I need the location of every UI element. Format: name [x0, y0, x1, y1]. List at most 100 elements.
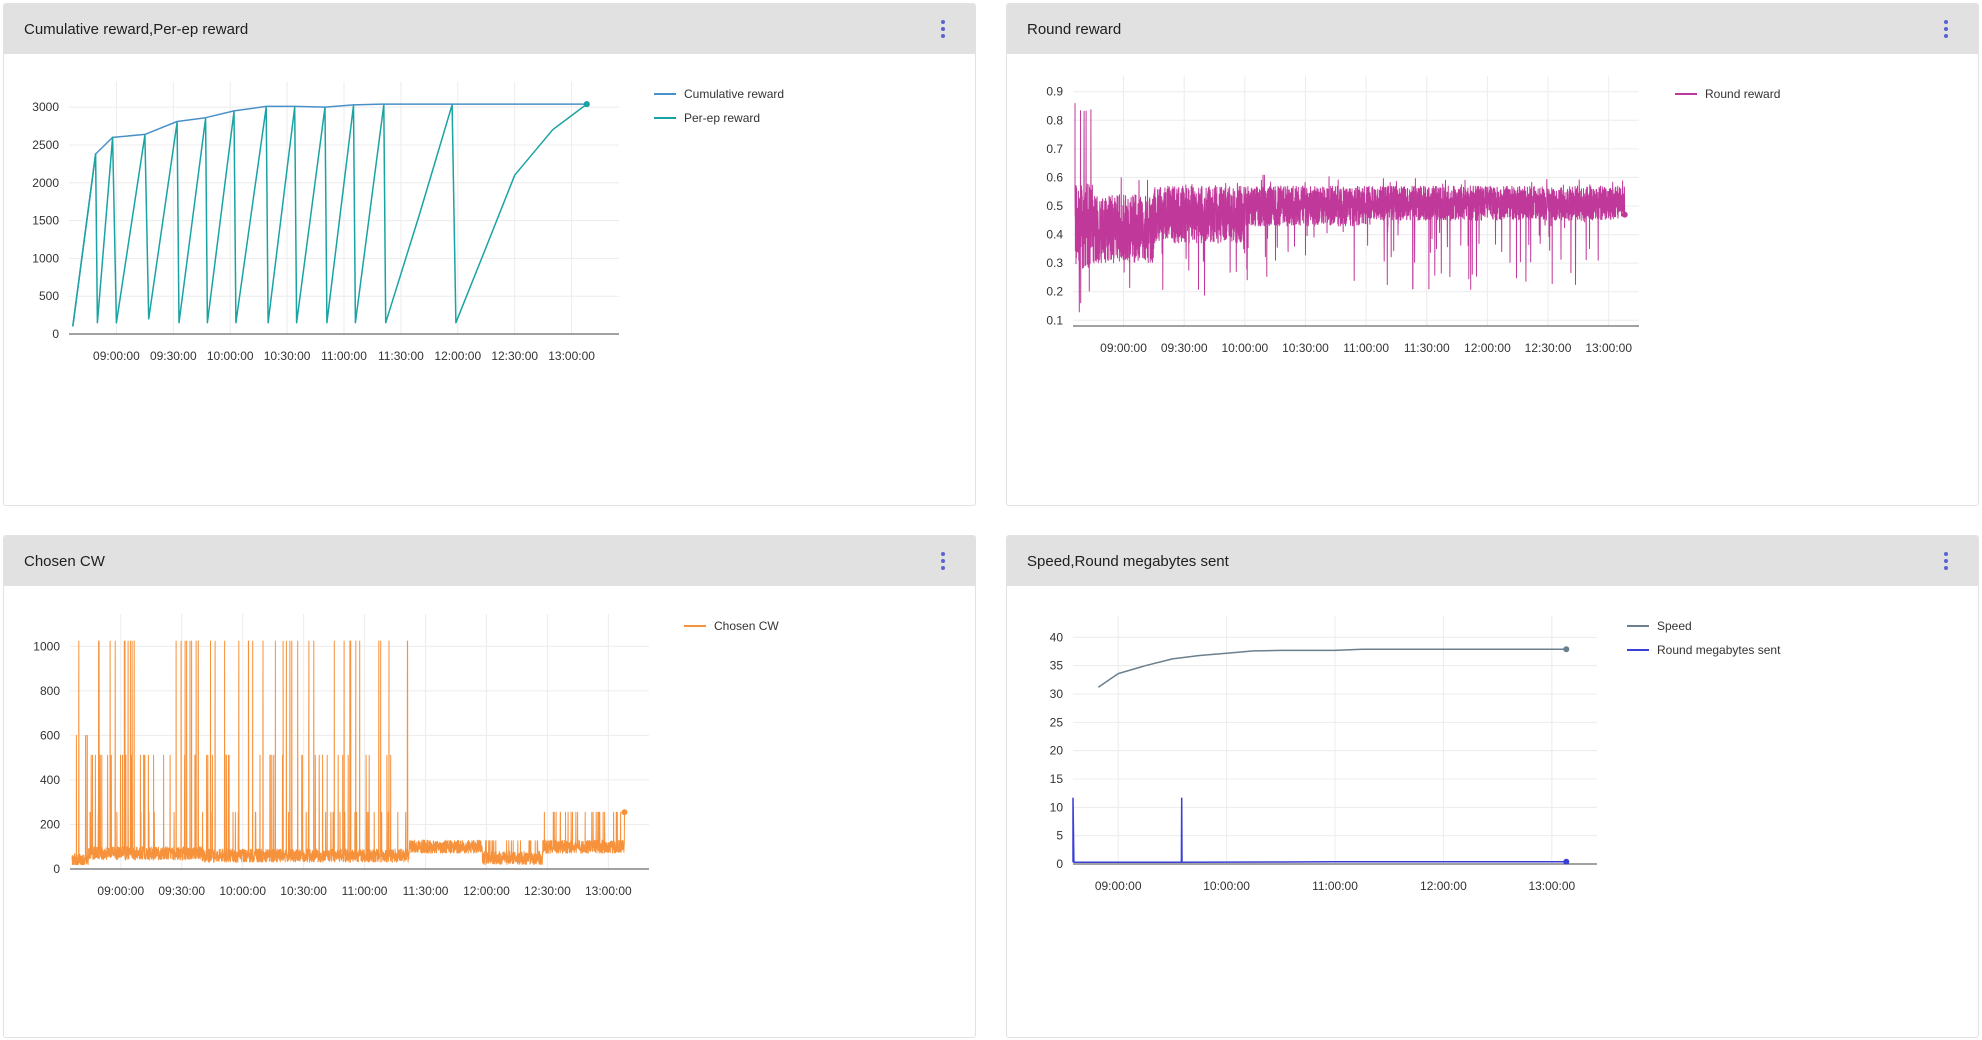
y-tick-label: 0 — [53, 862, 60, 876]
x-tick-label: 09:00:00 — [1100, 341, 1147, 355]
y-tick-label: 30 — [1050, 687, 1064, 701]
panel-header: Cumulative reward,Per-ep reward — [4, 4, 975, 54]
x-tick-label: 11:00:00 — [321, 349, 367, 363]
x-tick-label: 13:00:00 — [1585, 341, 1632, 355]
y-tick-label: 2500 — [32, 138, 59, 152]
y-tick-label: 0 — [52, 327, 59, 341]
panel-title: Speed,Round megabytes sent — [1027, 552, 1229, 570]
chart-panel-speed: Speed,Round megabytes sent 0 5 10 15 20 25 30 3… — [1006, 535, 1979, 1038]
panel-title: Chosen CW — [24, 552, 105, 570]
y-tick-label: 40 — [1050, 630, 1064, 644]
x-tick-label: 12:30:00 — [1525, 341, 1572, 355]
series-end-point — [583, 101, 590, 108]
x-tick-label: 10:30:00 — [264, 349, 311, 363]
y-tick-label: 0.7 — [1046, 142, 1063, 156]
y-tick-label: 15 — [1050, 772, 1064, 786]
x-tick-label: 09:30:00 — [158, 884, 205, 898]
chart-plot: 0 200 400 600 800 1000 09:00:00 09:30:00 10:00:0… — [33, 614, 779, 898]
x-tick-label: 12:00:00 — [434, 349, 481, 363]
x-tick-label: 11:00:00 — [1343, 341, 1389, 355]
series-end-point — [1563, 646, 1570, 653]
y-tick-label: 400 — [40, 773, 60, 787]
series-end-point — [1621, 211, 1628, 218]
series-line-per-ep-reward — [72, 103, 588, 327]
y-tick-label: 500 — [39, 289, 59, 303]
x-tick-label: 10:00:00 — [207, 349, 254, 363]
y-tick-label: 35 — [1050, 659, 1064, 673]
chart-plot: 0.1 0.2 0.3 0.4 0.5 0.6 0.7 0.8 0.9 09:00:00 09:30… — [1046, 76, 1780, 355]
y-tick-label: 0.3 — [1046, 256, 1063, 270]
series-line-round-reward — [1074, 103, 1626, 313]
x-tick-label: 10:30:00 — [1282, 341, 1329, 355]
x-tick-label: 10:00:00 — [219, 884, 266, 898]
x-tick-label: 11:30:00 — [403, 884, 449, 898]
y-tick-label: 25 — [1050, 715, 1064, 729]
more-vert-icon[interactable] — [1934, 14, 1958, 44]
x-tick-label: 10:00:00 — [1221, 341, 1268, 355]
y-tick-label: 0.2 — [1046, 285, 1063, 299]
x-tick-label: 11:00:00 — [1312, 879, 1358, 893]
x-tick-label: 13:00:00 — [1528, 879, 1575, 893]
legend-label: Speed — [1657, 619, 1692, 633]
chart-plot: 0 5 10 15 20 25 30 35 40 09:00:00 10:00:00 11:00:00… — [1050, 616, 1781, 893]
more-vert-icon[interactable] — [931, 14, 955, 44]
y-tick-label: 1500 — [32, 214, 59, 228]
y-tick-label: 0.9 — [1046, 85, 1063, 99]
panel-title: Cumulative reward,Per-ep reward — [24, 20, 249, 38]
x-tick-label: 11:00:00 — [342, 884, 388, 898]
x-tick-label: 09:30:00 — [1161, 341, 1208, 355]
y-tick-label: 1000 — [33, 639, 60, 653]
chart-plot: 0 500 1000 1500 2000 2500 3000 09:00:00 09:30:00… — [32, 82, 784, 363]
y-tick-label: 3000 — [32, 100, 59, 114]
legend-label: Round reward — [1705, 87, 1780, 101]
x-tick-label: 09:00:00 — [1095, 879, 1142, 893]
x-tick-label: 13:00:00 — [585, 884, 632, 898]
x-tick-label: 10:00:00 — [1203, 879, 1250, 893]
x-tick-label: 13:00:00 — [548, 349, 595, 363]
x-tick-label: 09:30:00 — [150, 349, 197, 363]
chart-panel-chosen-cw: Chosen CW 0 200 400 600 800 1000 09:00:00 09:30… — [3, 535, 976, 1038]
x-tick-label: 12:00:00 — [1420, 879, 1467, 893]
y-tick-label: 10 — [1050, 800, 1064, 814]
panel-header: Speed,Round megabytes sent — [1007, 536, 1978, 586]
panel-header: Chosen CW — [4, 536, 975, 586]
chart-panel-cumulative: Cumulative reward,Per-ep reward 0 500 1000… — [3, 3, 976, 506]
legend-label: Cumulative reward — [684, 87, 784, 101]
x-tick-label: 12:30:00 — [491, 349, 538, 363]
y-tick-label: 2000 — [32, 176, 59, 190]
series-end-point — [621, 809, 628, 816]
x-tick-label: 10:30:00 — [280, 884, 327, 898]
y-tick-label: 5 — [1056, 829, 1063, 843]
y-tick-label: 600 — [40, 728, 60, 742]
more-vert-icon[interactable] — [931, 546, 955, 576]
x-tick-label: 09:00:00 — [93, 349, 140, 363]
legend-label: Chosen CW — [714, 619, 779, 633]
y-tick-label: 800 — [40, 684, 60, 698]
x-tick-label: 12:00:00 — [463, 884, 510, 898]
legend-label: Round megabytes sent — [1657, 643, 1781, 657]
x-tick-label: 12:00:00 — [1464, 341, 1511, 355]
chart-panel-round-reward: Round reward 0.1 0.2 0.3 0.4 0.5 0.6 0.7 0.8 0.9… — [1006, 3, 1979, 506]
x-tick-label: 12:30:00 — [524, 884, 571, 898]
y-tick-label: 1000 — [32, 251, 59, 265]
panel-title: Round reward — [1027, 20, 1122, 38]
series-line-round-megabytes-sent — [1072, 797, 1567, 864]
y-tick-label: 0 — [1056, 857, 1063, 871]
legend-label: Per-ep reward — [684, 111, 760, 125]
series-line-speed — [1097, 648, 1567, 688]
panel-header: Round reward — [1007, 4, 1978, 54]
x-tick-label: 11:30:00 — [378, 349, 424, 363]
more-vert-icon[interactable] — [1934, 546, 1958, 576]
y-tick-label: 200 — [40, 817, 60, 831]
y-tick-label: 0.1 — [1046, 313, 1063, 327]
y-tick-label: 0.5 — [1046, 199, 1063, 213]
y-tick-label: 0.4 — [1046, 228, 1063, 242]
grid — [1073, 616, 1597, 865]
x-tick-label: 11:30:00 — [1404, 341, 1450, 355]
series-line-chosen-cw — [71, 640, 625, 865]
y-tick-label: 20 — [1050, 744, 1064, 758]
series-end-point — [1563, 858, 1570, 865]
x-tick-label: 09:00:00 — [97, 884, 144, 898]
y-tick-label: 0.8 — [1046, 113, 1063, 127]
y-tick-label: 0.6 — [1046, 170, 1063, 184]
